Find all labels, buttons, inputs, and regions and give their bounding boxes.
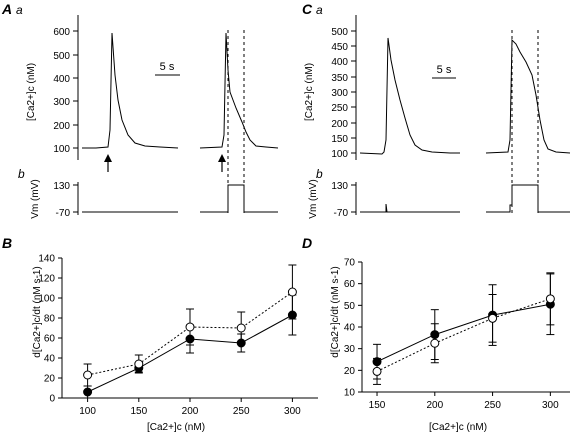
panel-b-xtick-label: 300 (284, 406, 301, 417)
panel-c-ca-tick-150: 150 (331, 134, 348, 145)
panel-c: C a 100 150 200 250 300 350 400 450 500 … (302, 1, 571, 219)
panel-b-xtick-label: 100 (79, 406, 96, 417)
panel-d-point-open (488, 313, 498, 323)
panel-c-ca-tick-500: 500 (331, 27, 348, 38)
panel-b-xtick-label: 200 (182, 406, 199, 417)
panel-d: D 10 20 30 40 50 60 70 150 200 250 300 d[Ca2+]c/dt… (302, 235, 570, 433)
panel-a-ca-ylabel: [Ca2+]c (nM) (26, 63, 37, 121)
panel-a-ca-tick-400: 400 (53, 74, 70, 85)
panel-c-vm-tick-neg70: -70 (334, 208, 349, 219)
panel-c-letter: C (302, 1, 313, 17)
panel-c-ca-ylabel: [Ca2+]c (nM) (304, 63, 315, 121)
panel-c-ca-tick-250: 250 (331, 103, 348, 114)
panel-b-plot: 0 20 40 60 80 100 120 140 100 150 200 250 300 (38, 254, 318, 417)
panel-d-xtick-label: 150 (369, 400, 386, 411)
panel-a-ca-ticks (73, 30, 78, 149)
panel-a-ca-trace-control (82, 32, 179, 149)
panel-a-ca-tick-200: 200 (53, 121, 70, 132)
panel-c-ca-tick-100: 100 (331, 149, 348, 160)
panel-a-vm-ylabel: Vm (mV) (30, 179, 41, 218)
panel-a-arrow-2 (218, 154, 226, 172)
panel-a-ca-trace-clamp (199, 32, 279, 149)
panel-a-vm-trace-clamp (200, 184, 278, 213)
panel-d-ytick-label: 60 (344, 279, 356, 290)
panel-c-ca-tick-300: 300 (331, 88, 348, 99)
panel-b-ytick-label: 80 (44, 314, 56, 325)
panel-c-ca-trace-clamp (485, 38, 571, 154)
panel-a-sub-a: a (16, 3, 23, 17)
panel-c-sub-a: a (316, 3, 323, 17)
panel-d-series-open-line (376, 298, 551, 372)
panel-b-point-filled (83, 387, 93, 397)
panel-b-ytick-label: 100 (38, 294, 55, 305)
panel-c-ca-tick-200: 200 (331, 119, 348, 130)
panel-b-point-open (134, 359, 144, 369)
panel-d-ylabel: d[Ca2+]c/dt (nM s-1) (330, 266, 341, 357)
panel-c-ca-tick-450: 450 (331, 42, 348, 53)
panel-a-vm-tick-neg70: -70 (56, 208, 71, 219)
panel-c-ca-trace-control (359, 37, 460, 155)
panel-a-arrow-1 (104, 154, 112, 172)
panel-b-ytick-label: 0 (49, 394, 55, 405)
panel-d-ytick-label: 20 (344, 366, 356, 377)
panel-d-letter: D (302, 235, 312, 251)
panel-a-time-scale-label: 5 s (160, 61, 175, 73)
panel-b-point-open (185, 322, 195, 332)
panel-d-xtick-label: 200 (426, 400, 443, 411)
panel-a-ca-tick-300: 300 (53, 97, 70, 108)
panel-d-point-open (430, 338, 440, 348)
panel-a-letter: A (1, 1, 12, 17)
panel-c-ca-ticks (351, 30, 356, 154)
panel-d-ytick-label: 40 (344, 323, 356, 334)
panel-c-vm-tick-130: 130 (331, 181, 348, 192)
panel-a-sub-b: b (18, 167, 25, 181)
panel-c-ca-tick-400: 400 (331, 57, 348, 68)
panel-b-letter: B (2, 235, 12, 251)
panel-a: A a 100 200 300 400 500 600 [Ca2+]c (nM) (1, 1, 279, 219)
panel-b: B 0 20 40 60 80 100 120 140 100 150 200 250 300 d[Ca… (2, 235, 318, 433)
panel-c-vm-trace-clamp (486, 184, 570, 213)
panel-d-plot: 10 20 30 40 50 60 70 150 200 250 300 (344, 258, 570, 411)
panel-a-ca-tick-100: 100 (53, 144, 70, 155)
panel-d-point-open (545, 294, 555, 304)
panel-d-series-filled-line (376, 303, 551, 363)
panel-b-ytick-label: 120 (38, 274, 55, 285)
panel-d-xlabel: [Ca2+]c (nM) (429, 422, 487, 433)
panel-b-xtick-label: 150 (130, 406, 147, 417)
panel-d-ytick-label: 10 (344, 388, 356, 399)
panel-a-ca-tick-500: 500 (53, 51, 70, 62)
panel-a-ca-tick-600: 600 (53, 27, 70, 38)
panel-b-point-open (83, 370, 93, 380)
panel-b-ytick-label: 140 (38, 254, 55, 265)
panel-d-ytick-label: 70 (344, 258, 356, 269)
panel-c-ca-tick-350: 350 (331, 73, 348, 84)
panel-c-vm-trace-control (360, 203, 460, 213)
panel-b-xtick-label: 250 (233, 406, 250, 417)
panel-b-ylabel: d[Ca2+]c/dt (nM s-1) (32, 266, 43, 357)
panel-b-point-open (236, 323, 246, 333)
panel-d-ytick-label: 30 (344, 344, 356, 355)
panel-d-xtick-label: 300 (542, 400, 559, 411)
panel-c-vm-ylabel: Vm (mV) (308, 179, 319, 218)
panel-b-ytick-label: 60 (44, 334, 56, 345)
panel-a-vm-tick-130: 130 (53, 181, 70, 192)
panel-b-ytick-label: 40 (44, 354, 56, 365)
panel-c-time-scale-label: 5 s (437, 64, 452, 76)
panel-b-point-open (287, 287, 297, 297)
panel-d-xtick-label: 250 (484, 400, 501, 411)
panel-c-sub-b: b (316, 167, 323, 181)
panel-d-ytick-label: 50 (344, 301, 356, 312)
panel-b-xlabel: [Ca2+]c (nM) (147, 422, 205, 433)
panel-b-ytick-label: 20 (44, 374, 56, 385)
panel-d-point-open (372, 366, 382, 376)
